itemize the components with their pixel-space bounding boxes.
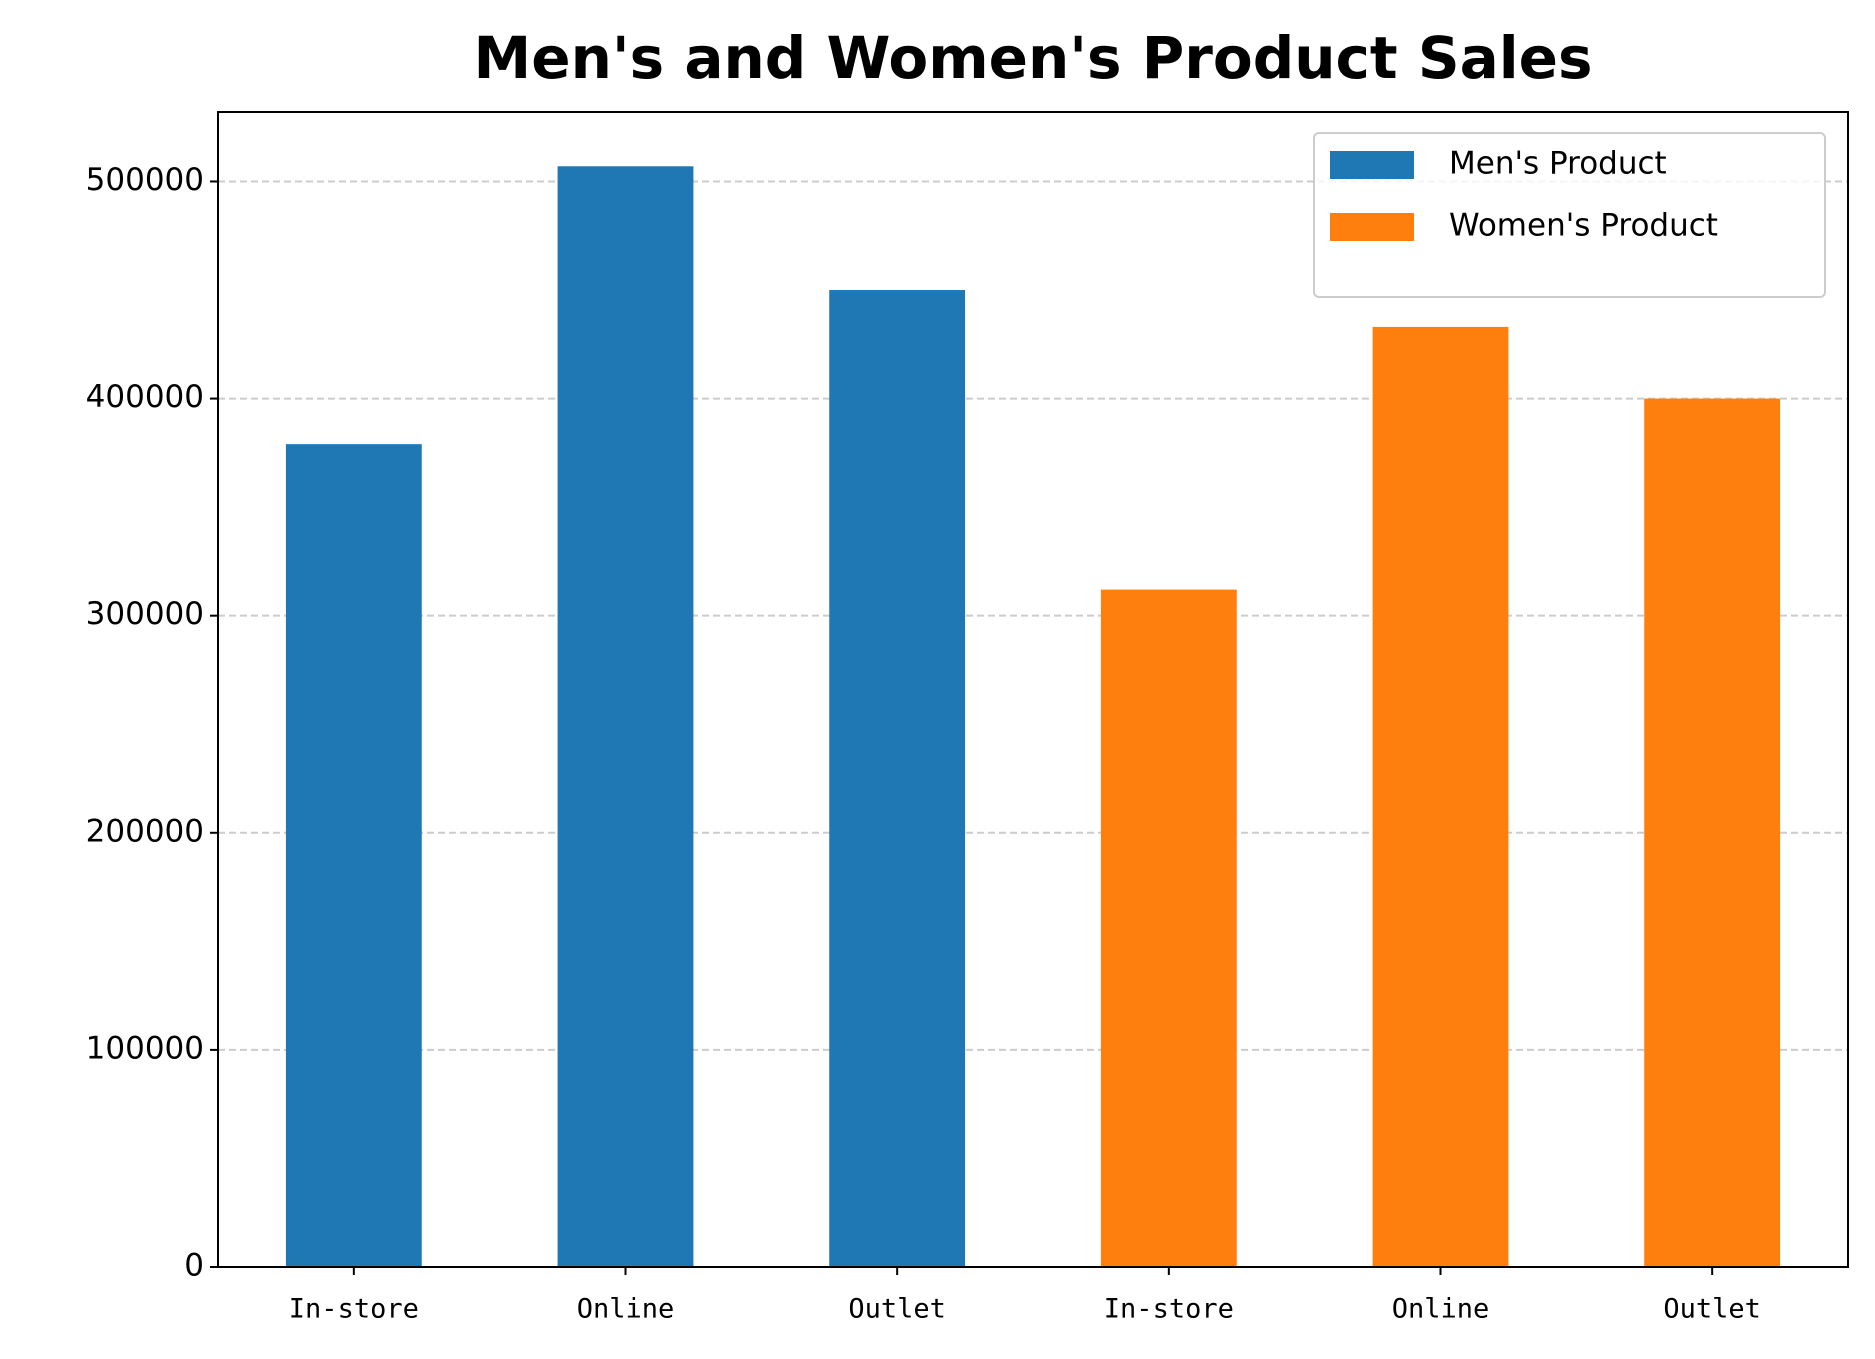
x-tick-label: In-store (1104, 1294, 1234, 1325)
legend-label: Men's Product (1449, 146, 1667, 182)
x-tick-label: Online (577, 1294, 675, 1325)
y-tick-label: 300000 (86, 596, 204, 632)
x-tick-label: In-store (289, 1294, 419, 1325)
y-tick-label: 100000 (86, 1030, 204, 1066)
y-tick-label: 400000 (86, 379, 204, 415)
legend-swatch (1330, 213, 1414, 241)
legend-box (1313, 132, 1826, 298)
x-tick-label: Online (1392, 1294, 1490, 1325)
y-tick-label: 200000 (86, 813, 204, 849)
bar (557, 166, 694, 1267)
plot-frame (217, 111, 1849, 1268)
x-tick-label: Outlet (848, 1294, 946, 1325)
chart-title: Men's and Women's Product Sales (474, 24, 1593, 92)
bar (285, 444, 422, 1268)
bar (829, 290, 966, 1267)
legend-label: Women's Product (1449, 208, 1718, 244)
bar (1100, 589, 1237, 1267)
y-tick-label: 500000 (86, 162, 204, 198)
x-tick-label: Outlet (1663, 1294, 1761, 1325)
bar (1644, 398, 1781, 1267)
legend-swatch (1330, 151, 1414, 179)
bar (1372, 326, 1509, 1267)
y-tick-label: 0 (184, 1248, 204, 1284)
